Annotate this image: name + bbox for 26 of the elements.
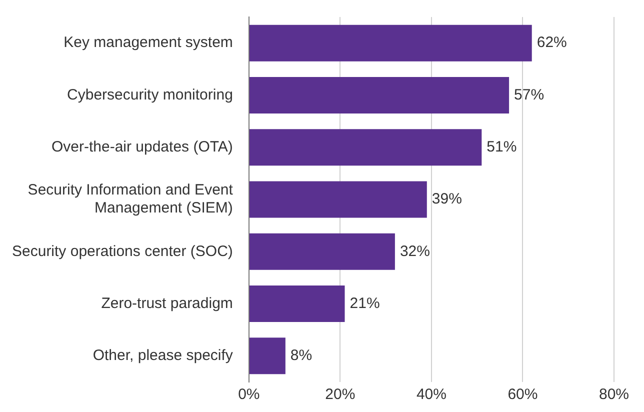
bar xyxy=(249,233,395,270)
data-label: 51% xyxy=(486,138,517,156)
x-tick-label: 40% xyxy=(416,386,446,404)
x-tick-label: 80% xyxy=(598,386,630,404)
y-tick-label: Security operations center (SOC) xyxy=(12,242,233,260)
y-tick-label: Cybersecurity monitoring xyxy=(67,86,233,104)
data-label: 32% xyxy=(400,242,430,260)
bar xyxy=(249,286,345,322)
x-tick-label: 60% xyxy=(508,386,538,404)
bar xyxy=(249,181,427,218)
data-label: 21% xyxy=(350,294,380,312)
bar xyxy=(249,24,532,62)
bar xyxy=(249,129,482,166)
data-label: 8% xyxy=(290,347,312,364)
y-tick-label: Key management system xyxy=(64,34,233,52)
data-label: 57% xyxy=(514,86,544,104)
y-tick-label: Security Information and Event Management (SIEM) xyxy=(28,182,234,217)
bar xyxy=(249,76,510,114)
x-tick-label: 20% xyxy=(325,386,356,404)
x-tick-label: 0% xyxy=(238,386,260,404)
y-tick-label: Zero-trust paradigm xyxy=(101,294,233,312)
y-tick-label: Other, please specify xyxy=(92,347,234,364)
y-tick-label: Over-the-air updates (OTA) xyxy=(51,138,233,156)
data-label: 39% xyxy=(432,190,462,208)
bar xyxy=(249,338,286,374)
data-label: 62% xyxy=(536,34,567,52)
